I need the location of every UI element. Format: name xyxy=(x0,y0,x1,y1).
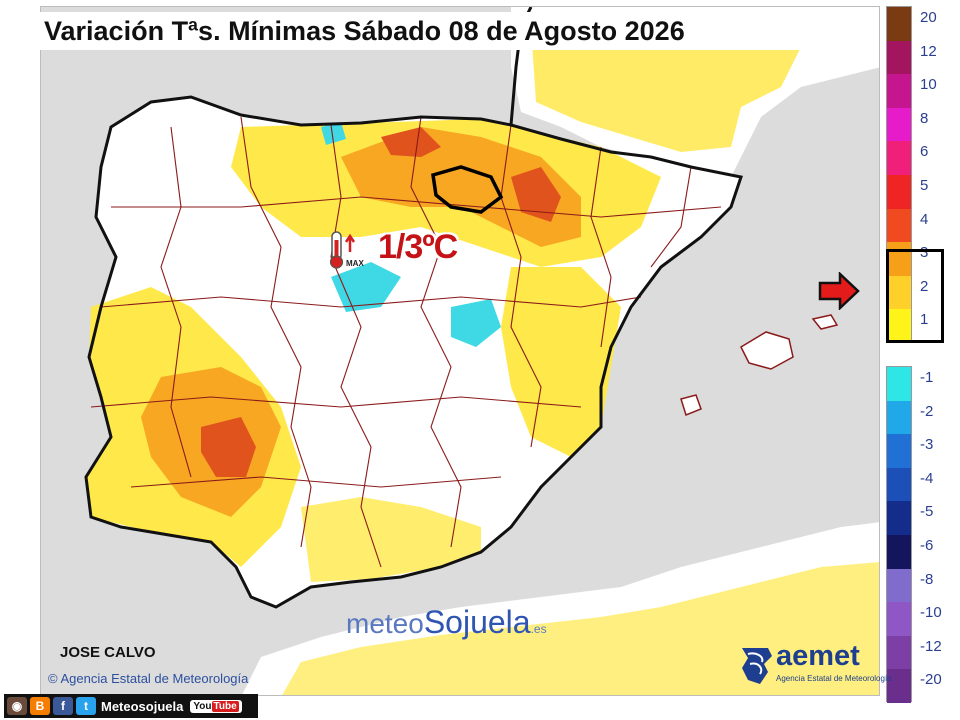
aemet-logo-icon xyxy=(742,648,772,684)
province-borders xyxy=(90,116,722,568)
legend-label-warm-1: 12 xyxy=(920,42,937,60)
aemet-subtitle: Agencia Estatal de Meteorología xyxy=(776,674,892,683)
legend-swatch-warm-6 xyxy=(887,208,911,243)
twitter-icon[interactable]: t xyxy=(76,697,96,715)
max-temperature-range: 1/3ºC xyxy=(378,228,458,266)
ebro-red-core xyxy=(511,167,561,222)
blogger-icon[interactable]: B xyxy=(30,697,50,715)
iberia-map-svg xyxy=(84,7,879,695)
legend-label-cold-5: -6 xyxy=(920,537,934,554)
legend-swatch-warm-5 xyxy=(887,174,911,209)
youtube-you: You xyxy=(193,700,212,712)
legend-label-cold-1: -2 xyxy=(920,402,934,420)
legend-swatch-warm-0 xyxy=(887,7,911,41)
aemet-name: aemet xyxy=(776,640,860,672)
mallorca xyxy=(740,331,794,370)
legend-label-cold-8: -12 xyxy=(920,637,942,655)
legend-label-warm-6: 4 xyxy=(920,210,929,228)
author-name: JOSE CALVO xyxy=(60,644,156,661)
central-cold-patch xyxy=(331,262,401,312)
instagram-icon[interactable]: ◉ xyxy=(7,697,27,715)
legend-swatch-cold-0 xyxy=(887,367,911,401)
facebook-icon[interactable]: f xyxy=(53,697,73,715)
youtube-icon[interactable]: You Tube xyxy=(190,699,242,713)
legend-swatch-cold-1 xyxy=(887,400,911,435)
youtube-tube: Tube xyxy=(211,700,239,712)
la-rioja-outline xyxy=(431,165,504,214)
brand-tld: .es xyxy=(530,622,547,636)
legend-label-warm-0: 20 xyxy=(920,9,937,26)
rioja-red-core xyxy=(381,127,441,157)
warm-scale-bar xyxy=(886,6,912,343)
social-links-bar: ◉ B f t Meteosojuela You Tube xyxy=(4,694,258,718)
legend-swatch-warm-1 xyxy=(887,40,911,75)
legend-swatch-warm-3 xyxy=(887,107,911,142)
cold-scale-bar xyxy=(886,366,912,703)
southwest-red-core xyxy=(201,417,256,477)
iberia-coastline xyxy=(84,95,743,609)
ibiza xyxy=(680,394,702,416)
legend-swatch-cold-8 xyxy=(887,635,911,670)
legend-label-cold-9: -20 xyxy=(920,671,942,689)
legend-label-warm-2: 10 xyxy=(920,76,937,94)
north-orange-zone xyxy=(341,127,581,247)
legend-swatch-warm-2 xyxy=(887,74,911,108)
menorca xyxy=(811,314,839,330)
max-label: MAX xyxy=(346,259,364,268)
legend-label-cold-7: -10 xyxy=(920,604,942,622)
thermometer-max-icon xyxy=(329,231,356,269)
africa-warm-fill xyxy=(282,562,879,695)
legend-label-cold-4: -5 xyxy=(920,503,934,521)
legend-swatch-cold-4 xyxy=(887,501,911,535)
legend-swatch-cold-6 xyxy=(887,568,911,603)
southeast-warm-zone xyxy=(301,497,481,582)
legend-swatch-cold-5 xyxy=(887,534,911,569)
legend-label-warm-9: 1 xyxy=(920,311,929,329)
selected-range-box xyxy=(886,249,944,343)
legend-label-cold-2: -3 xyxy=(920,436,934,454)
legend-swatch-warm-4 xyxy=(887,141,911,175)
red-arrow-icon xyxy=(818,272,860,310)
north-cold-patch xyxy=(321,122,346,145)
east-warm-zone xyxy=(501,267,621,457)
legend-swatch-warm-9 xyxy=(887,309,911,343)
color-scale-legend: 20 12 10 8 6 5 4 3 2 1 -1 -2 -3 -4 -5 -6 -8 -10 -12 -20 xyxy=(886,6,954,706)
france-warm-fill xyxy=(531,25,801,152)
legend-label-warm-7: 3 xyxy=(920,244,929,262)
meteosojuela-brand: meteoSojuela.es xyxy=(346,604,547,641)
legend-label-cold-3: -4 xyxy=(920,469,934,487)
legend-swatch-cold-2 xyxy=(887,434,911,468)
east-central-cold-patch xyxy=(451,299,501,347)
legend-label-warm-5: 5 xyxy=(920,177,929,194)
legend-swatch-cold-7 xyxy=(887,602,911,636)
brand-meteo: meteo xyxy=(346,608,424,639)
legend-label-warm-8: 2 xyxy=(920,277,929,295)
temperature-map xyxy=(40,6,880,696)
legend-label-cold-0: -1 xyxy=(920,369,934,386)
social-handle[interactable]: Meteosojuela xyxy=(101,698,184,714)
agency-credit: © Agencia Estatal de Meteorología xyxy=(48,671,249,686)
legend-swatch-warm-7 xyxy=(887,242,911,276)
legend-label-warm-4: 6 xyxy=(920,143,929,161)
legend-swatch-warm-8 xyxy=(887,275,911,310)
legend-swatch-cold-9 xyxy=(887,669,911,703)
brand-sojuela: Sojuela xyxy=(423,604,531,640)
map-title: Variación Tªs. Mínimas Sábado 08 de Agos… xyxy=(38,12,862,50)
legend-label-cold-6: -8 xyxy=(920,570,934,588)
legend-label-warm-3: 8 xyxy=(920,109,929,127)
legend-swatch-cold-3 xyxy=(887,467,911,502)
